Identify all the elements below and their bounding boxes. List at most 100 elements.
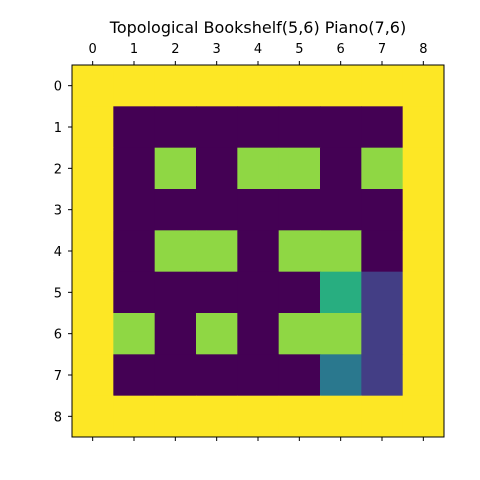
x-tick-label: 5 xyxy=(295,42,303,57)
cell-5-8-wall xyxy=(402,271,445,314)
cell-4-2-box xyxy=(154,230,197,273)
cell-4-1-floor xyxy=(113,230,156,273)
cell-4-0-wall xyxy=(72,230,114,273)
y-tick-label: 4 xyxy=(54,245,62,260)
cell-3-7-floor xyxy=(361,189,404,231)
cell-4-5-box xyxy=(278,230,321,273)
cell-7-7-piano xyxy=(361,354,404,397)
cell-6-4-floor xyxy=(237,313,280,355)
cell-6-0-wall xyxy=(72,313,114,355)
cell-1-3-floor xyxy=(196,106,238,149)
cell-8-3-wall xyxy=(196,395,238,438)
cell-5-1-floor xyxy=(113,271,156,314)
cell-1-7-floor xyxy=(361,106,404,149)
cell-2-6-floor xyxy=(320,147,362,190)
cell-5-6-bookshelf-target xyxy=(320,271,362,314)
cell-6-1-box xyxy=(113,313,156,355)
cell-6-2-floor xyxy=(154,313,197,355)
cell-5-0-wall xyxy=(72,271,114,314)
cell-8-8-wall xyxy=(402,395,445,438)
cell-4-6-box xyxy=(320,230,362,273)
x-tick-label: 0 xyxy=(89,42,97,57)
cell-5-7-piano xyxy=(361,271,404,314)
cell-1-1-floor xyxy=(113,106,156,149)
cell-3-0-wall xyxy=(72,189,114,231)
cell-8-1-wall xyxy=(113,395,156,438)
y-tick-label: 2 xyxy=(54,162,62,177)
x-tick-label: 7 xyxy=(378,42,386,57)
cell-7-8-wall xyxy=(402,354,445,397)
y-tick-label: 3 xyxy=(54,204,62,219)
cell-4-7-floor xyxy=(361,230,404,273)
cell-0-0-wall xyxy=(72,65,114,107)
cell-2-0-wall xyxy=(72,147,114,190)
cell-6-7-piano xyxy=(361,313,404,355)
cell-6-8-wall xyxy=(402,313,445,355)
cell-5-5-floor xyxy=(278,271,321,314)
x-tick-label: 4 xyxy=(254,42,262,57)
x-tick-label: 8 xyxy=(419,42,427,57)
x-tick-label: 2 xyxy=(171,42,179,57)
cell-8-0-wall xyxy=(72,395,114,438)
cell-5-2-floor xyxy=(154,271,197,314)
cell-2-5-box xyxy=(278,147,321,190)
cell-0-3-wall xyxy=(196,65,238,107)
cell-3-2-floor xyxy=(154,189,197,231)
cell-1-0-wall xyxy=(72,106,114,149)
x-axis-ticks: 0 1 2 3 4 5 6 7 8 xyxy=(89,42,427,441)
cell-1-5-floor xyxy=(278,106,321,149)
x-tick-label: 3 xyxy=(213,42,221,57)
cell-0-5-wall xyxy=(278,65,321,107)
y-tick-label: 7 xyxy=(54,369,62,384)
cell-2-2-box xyxy=(154,147,197,190)
cell-1-8-wall xyxy=(402,106,445,149)
cell-3-4-floor xyxy=(237,189,280,231)
cell-7-0-wall xyxy=(72,354,114,397)
cell-7-3-floor xyxy=(196,354,238,397)
x-tick-label: 1 xyxy=(130,42,138,57)
cell-7-4-floor xyxy=(237,354,280,397)
cell-2-8-wall xyxy=(402,147,445,190)
y-tick-label: 6 xyxy=(54,328,62,343)
cell-0-6-wall xyxy=(320,65,362,107)
y-tick-label: 0 xyxy=(54,80,62,95)
cell-0-7-wall xyxy=(361,65,404,107)
cell-3-6-floor xyxy=(320,189,362,231)
cell-4-8-wall xyxy=(402,230,445,273)
cell-7-2-floor xyxy=(154,354,197,397)
y-axis-ticks: 0 1 2 3 4 5 6 7 8 xyxy=(54,80,72,425)
cell-6-6-box xyxy=(320,313,362,355)
cell-8-2-wall xyxy=(154,395,197,438)
cell-8-5-wall xyxy=(278,395,321,438)
cell-7-6-bookshelf xyxy=(320,354,362,397)
cell-3-1-floor xyxy=(113,189,156,231)
cell-6-3-box xyxy=(196,313,238,355)
cell-2-7-box xyxy=(361,147,404,190)
cell-6-5-box xyxy=(278,313,321,355)
y-tick-label: 5 xyxy=(54,286,62,301)
cell-2-4-box xyxy=(237,147,280,190)
y-tick-label: 1 xyxy=(54,121,62,136)
cell-0-2-wall xyxy=(154,65,197,107)
cell-5-4-floor xyxy=(237,271,280,314)
cell-1-4-floor xyxy=(237,106,280,149)
cell-7-5-floor xyxy=(278,354,321,397)
cell-1-2-floor xyxy=(154,106,197,149)
chart-title: Topological Bookshelf(5,6) Piano(7,6) xyxy=(109,18,406,37)
cell-5-3-floor xyxy=(196,271,238,314)
cell-8-7-wall xyxy=(361,395,404,438)
x-tick-label: 6 xyxy=(337,42,345,57)
heatmap-cells xyxy=(72,65,445,438)
cell-0-8-wall xyxy=(402,65,445,107)
cell-2-1-floor xyxy=(113,147,156,190)
cell-8-4-wall xyxy=(237,395,280,438)
cell-3-5-floor xyxy=(278,189,321,231)
cell-7-1-floor xyxy=(113,354,156,397)
cell-3-3-floor xyxy=(196,189,238,231)
cell-3-8-wall xyxy=(402,189,445,231)
y-tick-label: 8 xyxy=(54,410,62,425)
cell-2-3-floor xyxy=(196,147,238,190)
cell-1-6-floor xyxy=(320,106,362,149)
cell-4-3-box xyxy=(196,230,238,273)
